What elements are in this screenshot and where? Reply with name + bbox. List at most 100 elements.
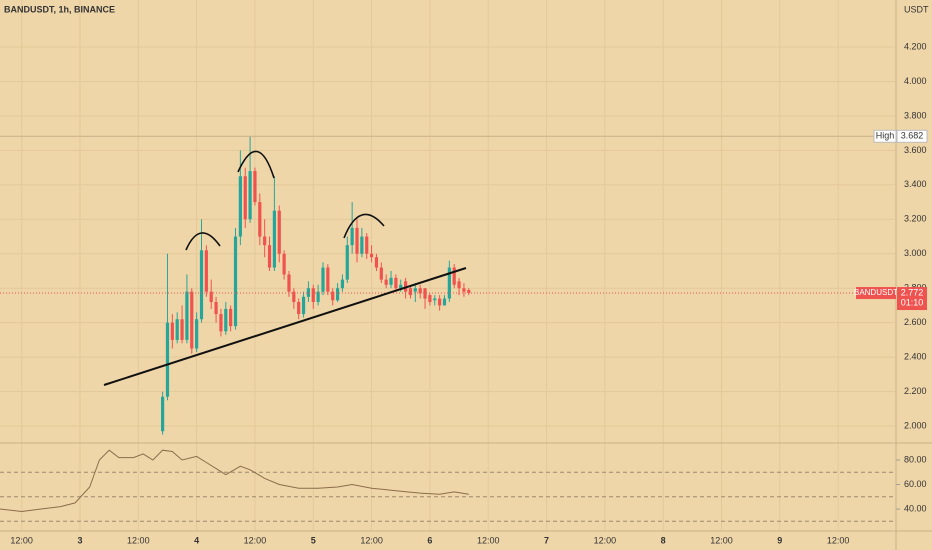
candle-body (418, 288, 422, 294)
candle-body (331, 291, 335, 301)
candle-body (204, 250, 208, 292)
x-tick-label: 4 (194, 535, 199, 545)
y-tick-label: 3.200 (904, 214, 927, 224)
candle-body (355, 227, 359, 254)
y-tick-label: 3.800 (904, 110, 927, 120)
candle-body (389, 277, 393, 285)
candle-body (209, 291, 213, 303)
y-tick-label: 4.000 (904, 76, 927, 86)
candle-body (243, 176, 247, 220)
candle-body (263, 236, 267, 246)
x-tick-label: 9 (777, 535, 782, 545)
candle-body (272, 210, 276, 268)
candle-body (258, 202, 262, 237)
candle-body (180, 319, 184, 340)
x-tick-label: 6 (427, 535, 432, 545)
candle-body (452, 267, 456, 285)
y-tick-label: 3.000 (904, 248, 927, 258)
candle-body (199, 250, 204, 320)
candle-body (350, 227, 354, 246)
axes: 12:00 3 12:00 4 12:00 5 12:00 6 12:00 7 12:00 8 12:0… (10, 41, 928, 545)
x-tick-label: 5 (311, 535, 316, 545)
candle-body (374, 257, 379, 268)
candle-body (161, 396, 165, 432)
y-tick-label: 2.600 (904, 317, 927, 327)
candle-body (248, 171, 252, 220)
candle-body (282, 253, 286, 275)
x-tick-label: 12:00 (360, 535, 383, 545)
symbol-label: BANDUSDT (854, 288, 898, 297)
candle-body (384, 279, 388, 285)
shoulder-arc (343, 213, 385, 239)
x-tick-label: 12:00 (594, 535, 617, 545)
plot (0, 135, 895, 513)
candle-body (185, 291, 189, 340)
x-tick-label: 12:00 (244, 535, 267, 545)
x-tick-label: 12:00 (127, 535, 150, 545)
candle-body (365, 236, 369, 254)
candle-body (457, 281, 461, 289)
candle-body (214, 302, 218, 315)
candle-body (292, 291, 296, 303)
candle-body (297, 302, 301, 315)
y-tick-label: 2.400 (904, 352, 927, 362)
candle-body (287, 274, 291, 292)
candle-body (224, 308, 228, 332)
candle-body (253, 171, 257, 203)
y-tick-label: 2.000 (904, 420, 927, 430)
rsi-tick-label: 60.00 (904, 479, 927, 489)
rsi-tick-label: 80.00 (904, 454, 927, 464)
candle-body (311, 288, 315, 303)
candle-body (316, 291, 320, 303)
rsi-line (0, 449, 469, 513)
last-price-box (897, 287, 927, 311)
candle-body (442, 298, 447, 306)
candle-body (219, 314, 223, 332)
x-tick-label: 7 (544, 535, 549, 545)
candle-body (190, 291, 194, 349)
candle-body (413, 288, 417, 292)
high-value: 3.682 (901, 131, 924, 141)
currency-label: USDT (904, 4, 929, 14)
candle-body (301, 296, 306, 315)
high-label-box (873, 129, 897, 143)
shoulder-arc (185, 232, 221, 251)
trend-line (103, 267, 467, 386)
candle-body (462, 288, 466, 292)
candle-body (467, 289, 471, 294)
x-tick-label: 12:00 (10, 535, 33, 545)
candle-body (306, 288, 311, 297)
candle-body (423, 288, 427, 299)
x-tick-label: 8 (661, 535, 666, 545)
candle-body (433, 298, 437, 301)
candle-body (165, 322, 170, 397)
candle-body (170, 322, 174, 340)
candle-body (277, 210, 281, 254)
candle-body (267, 245, 272, 268)
y-tick-label: 3.600 (904, 145, 927, 155)
last-price-value: 2.772 (901, 287, 924, 297)
candle-body (238, 176, 242, 237)
head-arc (237, 150, 275, 179)
candle-body (340, 279, 345, 289)
x-tick-label: 12:00 (827, 535, 850, 545)
candle-body (438, 298, 442, 306)
candle-body (399, 284, 403, 289)
countdown: 01:10 (901, 297, 924, 307)
y-tick-label: 2.200 (904, 386, 927, 396)
candle-body (321, 267, 325, 292)
chart-title: BANDUSDT, 1h, BINANCE (4, 4, 115, 14)
candle-body (379, 267, 383, 280)
symbol-box (856, 287, 896, 300)
candle-body (447, 267, 451, 299)
candle-body (233, 236, 238, 327)
high-value-box (896, 129, 928, 143)
high-label: High (876, 131, 895, 141)
candle-body (369, 253, 374, 258)
y-tick-label: 3.400 (904, 179, 927, 189)
x-tick-label: 12:00 (710, 535, 733, 545)
x-tick-label: 12:00 (477, 535, 500, 545)
candle-body (428, 295, 432, 303)
